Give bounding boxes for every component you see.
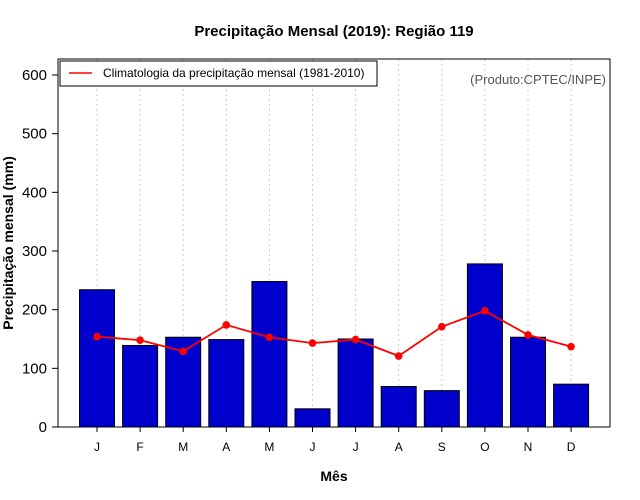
legend: Climatologia da precipitação mensal (198… — [59, 60, 378, 87]
y-axis-title: Precipitação mensal (mm) — [0, 156, 16, 330]
climatology-point-10 — [481, 307, 489, 315]
x-tick-label-10: O — [480, 440, 489, 454]
climatology-point-9 — [438, 322, 446, 331]
climatology-point-8 — [394, 352, 403, 360]
bar-10 — [466, 263, 503, 428]
climatology-point-5 — [265, 333, 274, 342]
y-axis: 0 100 200 300 400 500 600 — [22, 67, 58, 436]
x-tick-label-3: M — [178, 440, 188, 454]
y-tick-label-200: 200 — [22, 302, 47, 319]
x-tick-label-1: J — [94, 440, 100, 454]
climatology-point-12 — [567, 342, 575, 351]
bar-1 — [79, 289, 115, 428]
legend-box — [59, 60, 378, 87]
climatology-line-group — [93, 307, 575, 360]
y-tick-label-400: 400 — [22, 184, 47, 201]
bar-2 — [122, 344, 159, 428]
climatology-point-2 — [136, 336, 144, 344]
x-tick-label-5: M — [264, 440, 274, 454]
bar-6 — [294, 408, 331, 428]
x-axis-title: Mês — [320, 468, 347, 484]
bar-7 — [337, 338, 374, 428]
x-tick-label-11: N — [524, 440, 533, 454]
bar-9 — [423, 390, 460, 428]
legend-label: Climatologia da precipitação mensal (198… — [103, 66, 364, 80]
x-tick-label-9: S — [438, 440, 446, 454]
y-tick-label-100: 100 — [22, 360, 47, 377]
climatology-line — [96, 309, 572, 358]
x-tick-label-8: A — [395, 440, 403, 454]
source-annotation: (Produto:CPTEC/INPE) — [470, 72, 606, 87]
bars-group — [79, 263, 590, 428]
climatology-point-4 — [222, 321, 231, 329]
climatology-point-11 — [524, 331, 532, 339]
y-tick-label-600: 600 — [22, 67, 47, 84]
plot-frame — [57, 58, 611, 428]
x-tick-label-6: J — [310, 440, 316, 454]
climatology-point-6 — [308, 339, 317, 347]
chart-title: Precipitação Mensal (2019): Região 119 — [194, 23, 473, 40]
bar-11 — [510, 336, 546, 428]
bar-5 — [251, 281, 288, 428]
y-tick-label-300: 300 — [22, 243, 47, 260]
climatology-point-7 — [351, 335, 360, 344]
bar-12 — [553, 383, 590, 428]
climatology-point-3 — [179, 347, 187, 356]
x-tick-label-2: F — [136, 440, 143, 454]
climatology-point-1 — [93, 332, 101, 341]
bar-4 — [208, 339, 245, 428]
bar-8 — [380, 386, 417, 428]
x-tick-label-7: J — [353, 440, 359, 454]
x-tick-label-12: D — [567, 440, 576, 454]
x-tick-label-4: A — [222, 440, 230, 454]
y-tick-label-0: 0 — [39, 419, 47, 436]
y-tick-label-500: 500 — [22, 126, 47, 143]
